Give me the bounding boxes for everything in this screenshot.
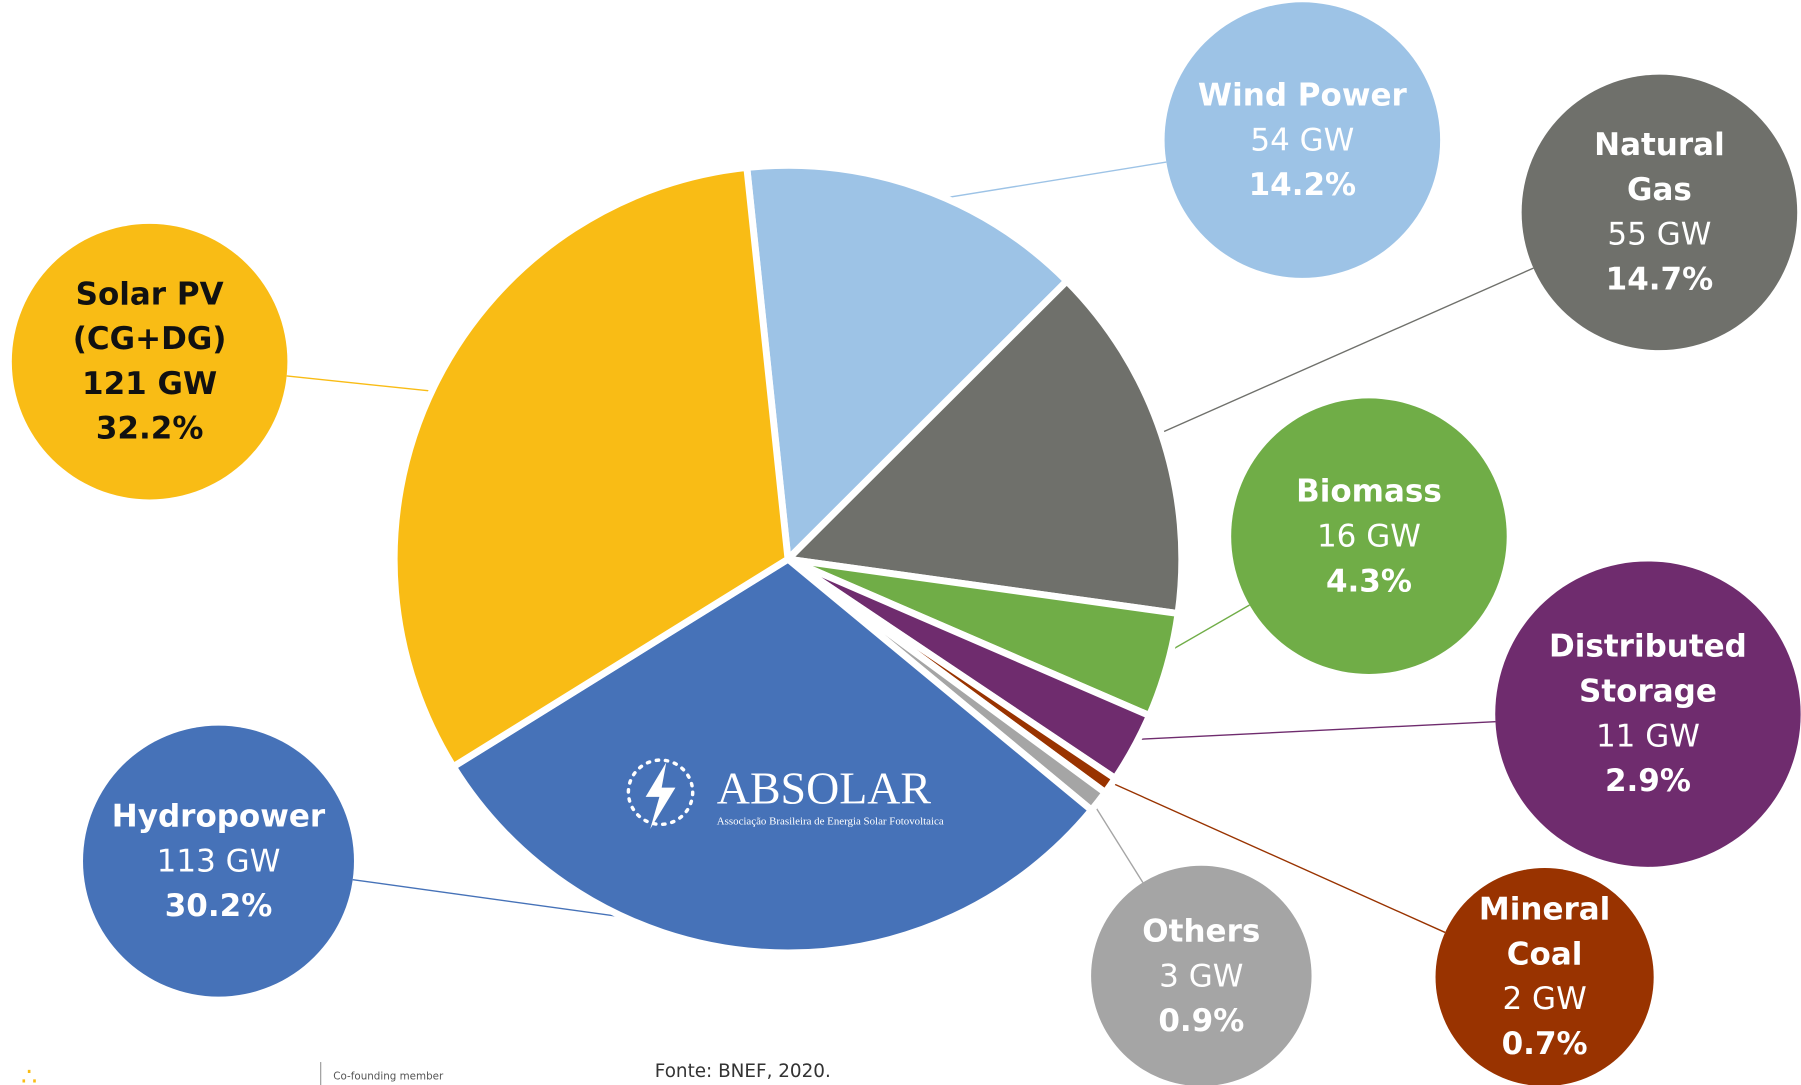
slices [390, 161, 1186, 957]
logo-subtitle: Associação Brasileira de Energia Solar F… [717, 815, 944, 827]
bubble-label: Wind Power 54 GW 14.2% [1176, 2, 1429, 278]
logo-bolt [645, 762, 676, 829]
slice [449, 555, 1095, 957]
capacity-label: 113 GW [156, 843, 281, 879]
capacity-label: 11 GW [1595, 718, 1700, 755]
category-label: Hydropower [111, 798, 326, 835]
leader-line [1119, 720, 1496, 741]
capacity-label: 3 GW [1159, 958, 1244, 994]
label-bubble [1164, 2, 1441, 278]
category-label: Mineral Coal [1478, 892, 1611, 973]
leader-line [286, 375, 449, 394]
bubbles: Wind Power 54 GW 14.2% Natural Gas 55 GW 14.7… [11, 2, 1801, 1085]
category-label: Solar PV (CG+DG) [72, 276, 227, 358]
bubble-label: Biomass 16 GW 4.3% [1254, 398, 1484, 674]
value-label: 32.2% [95, 411, 204, 447]
value-label: 2.9% [1604, 763, 1691, 800]
label-bubble [1495, 561, 1801, 867]
footer-logo-icon: ∴ [21, 1062, 37, 1085]
logo-name: ABSOLAR [717, 763, 932, 814]
label-box: Hydropower 113 GW 30.2% [92, 726, 345, 997]
slice [784, 277, 1186, 617]
category-label: Others [1142, 913, 1261, 949]
slice [743, 161, 1071, 563]
leader-line [1097, 775, 1446, 934]
value-label: 0.7% [1501, 1026, 1588, 1063]
leader-line [914, 161, 1167, 204]
label-box: Natural Gas 55 GW 14.7% [1579, 75, 1740, 351]
capacity-label: 121 GW [82, 366, 218, 402]
label-box: Biomass 16 GW 4.3% [1254, 398, 1484, 674]
label-bubble [83, 725, 354, 997]
capacity-label: 16 GW [1316, 518, 1421, 554]
capacity-label: 2 GW [1502, 981, 1587, 1018]
bubble-label: Mineral Coal 2 GW 0.7% [1470, 868, 1619, 1085]
category-label: Wind Power [1197, 77, 1407, 114]
value-label: 30.2% [164, 888, 273, 924]
leader-lines [286, 161, 1534, 938]
label-bubble [1435, 868, 1654, 1085]
label-bubble [11, 223, 288, 500]
bubble-label: Hydropower 113 GW 30.2% [92, 726, 345, 997]
footer-note: Co-founding member [333, 1070, 444, 1082]
label-box: Wind Power 54 GW 14.2% [1176, 2, 1429, 278]
category-label: Biomass [1296, 473, 1442, 510]
value-label: 4.3% [1325, 563, 1412, 599]
label-box: Mineral Coal 2 GW 0.7% [1470, 868, 1619, 1085]
value-label: 0.9% [1158, 1002, 1245, 1039]
label-box: Others 3 GW 0.9% [1109, 866, 1293, 1085]
label-bubble [1521, 74, 1798, 351]
bubble-label: Distributed Storage 11 GW 2.9% [1527, 561, 1768, 866]
label-box: Solar PV (CG+DG) 121 GW 32.2% [58, 224, 242, 500]
capacity-label: 54 GW [1250, 122, 1355, 158]
label-bubble [1231, 398, 1507, 674]
bubble-label: Others 3 GW 0.9% [1109, 866, 1293, 1085]
capacity-label: 55 GW [1607, 217, 1712, 253]
logo-ring [626, 758, 695, 827]
source: Fonte: BNEF, 2020. [655, 1061, 831, 1082]
slice [390, 164, 792, 771]
label-box: Distributed Storage 11 GW 2.9% [1527, 561, 1768, 866]
category-label: Natural Gas [1594, 127, 1725, 208]
value-label: 14.2% [1248, 167, 1357, 203]
label-bubble [1091, 865, 1312, 1085]
bubble-label: Natural Gas 55 GW 14.7% [1579, 75, 1740, 351]
category-label: Distributed Storage [1549, 629, 1747, 710]
leader-line [1146, 267, 1534, 440]
bubble-label: Solar PV (CG+DG) 121 GW 32.2% [58, 224, 242, 500]
value-label: 14.7% [1605, 261, 1714, 298]
